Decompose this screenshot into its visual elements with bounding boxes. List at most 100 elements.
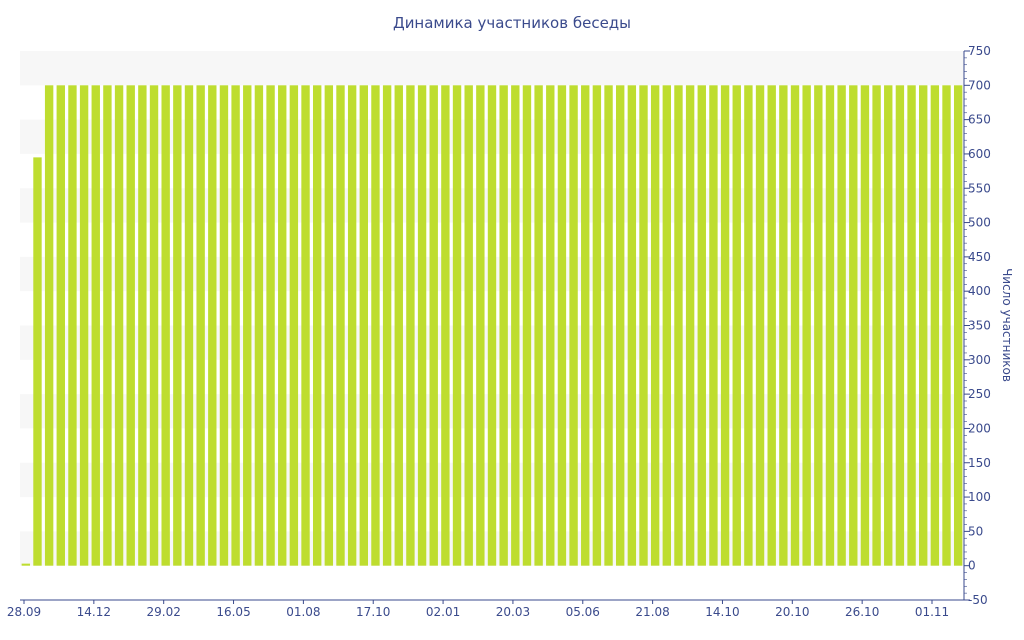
bar[interactable] — [371, 85, 380, 566]
bar[interactable] — [382, 85, 392, 566]
bar[interactable] — [149, 85, 159, 566]
y-tick-label: 0 — [968, 559, 976, 573]
bar[interactable] — [872, 85, 881, 566]
bar[interactable] — [219, 85, 229, 566]
bar[interactable] — [674, 85, 683, 566]
bar[interactable] — [662, 85, 672, 566]
x-tick-label: 02.01 — [426, 605, 460, 619]
bar[interactable] — [184, 85, 194, 566]
x-tick-label: 28.09 — [7, 605, 41, 619]
y-tick-label: 650 — [968, 113, 991, 127]
bar[interactable] — [254, 85, 264, 566]
x-tick-label: 05.06 — [566, 605, 600, 619]
bar[interactable] — [650, 85, 660, 566]
bar[interactable] — [849, 85, 858, 566]
bar[interactable] — [79, 85, 89, 566]
bar[interactable] — [278, 85, 287, 566]
bar[interactable] — [161, 85, 170, 566]
bar[interactable] — [324, 85, 334, 566]
bar[interactable] — [919, 85, 928, 566]
bar[interactable] — [138, 85, 147, 566]
bar[interactable] — [91, 85, 100, 566]
bar[interactable] — [546, 85, 555, 566]
y-tick-label: 150 — [968, 456, 991, 470]
bar[interactable] — [627, 85, 637, 566]
bar[interactable] — [441, 85, 450, 566]
bar[interactable] — [522, 85, 532, 566]
bar[interactable] — [744, 85, 753, 566]
bar[interactable] — [499, 85, 508, 566]
bar[interactable] — [126, 85, 135, 566]
bar[interactable] — [953, 85, 963, 566]
bar[interactable] — [779, 85, 788, 566]
bar[interactable] — [173, 85, 182, 566]
bar[interactable] — [359, 85, 368, 566]
y-ticks-group: 7507006506005505004504003503002502001501… — [964, 44, 991, 607]
bar[interactable] — [406, 85, 415, 566]
bar[interactable] — [511, 85, 520, 566]
bar[interactable] — [557, 85, 567, 566]
bar[interactable] — [487, 85, 497, 566]
bar[interactable] — [639, 85, 648, 566]
bar[interactable] — [394, 85, 403, 566]
bar[interactable] — [685, 85, 695, 566]
bar[interactable] — [429, 85, 438, 566]
bar[interactable] — [114, 85, 124, 566]
y-tick-label: 250 — [968, 387, 991, 401]
bar[interactable] — [837, 85, 846, 566]
bar[interactable] — [884, 85, 893, 566]
bar[interactable] — [814, 85, 823, 566]
bar[interactable] — [21, 563, 31, 566]
bar[interactable] — [907, 85, 916, 566]
bar[interactable] — [103, 85, 112, 566]
bar[interactable] — [301, 85, 310, 566]
bar[interactable] — [720, 85, 730, 566]
x-tick-label: 29.02 — [147, 605, 181, 619]
bar[interactable] — [464, 85, 473, 566]
y-tick-label: 500 — [968, 216, 991, 230]
bar[interactable] — [336, 85, 345, 566]
bar[interactable] — [604, 85, 613, 566]
y-tick-label: 450 — [968, 250, 991, 264]
bar[interactable] — [33, 157, 42, 566]
bar[interactable] — [767, 85, 776, 566]
bar[interactable] — [709, 85, 718, 566]
x-ticks-group: 28.09 14.12 29.02 16.05 01.08 17.10 02.01 20.03… — [7, 600, 949, 619]
bar[interactable] — [266, 85, 275, 566]
bar[interactable] — [569, 85, 578, 566]
bar[interactable] — [616, 85, 625, 566]
bar[interactable] — [860, 85, 870, 566]
bar[interactable] — [930, 85, 940, 566]
bar[interactable] — [732, 85, 741, 566]
bar[interactable] — [790, 85, 800, 566]
x-tick-label: 20.03 — [496, 605, 530, 619]
x-tick-label: 21.08 — [635, 605, 669, 619]
bar[interactable] — [592, 85, 602, 566]
bar[interactable] — [289, 85, 299, 566]
y-axis-title: Число участников — [1000, 268, 1014, 382]
bar[interactable] — [196, 85, 205, 566]
bar[interactable] — [534, 85, 543, 566]
x-tick-label: 01.08 — [286, 605, 320, 619]
bar[interactable] — [755, 85, 765, 566]
bar[interactable] — [56, 85, 65, 566]
bar[interactable] — [942, 85, 951, 566]
bar[interactable] — [44, 85, 54, 566]
bars-group — [21, 85, 963, 566]
bar[interactable] — [476, 85, 485, 566]
bar[interactable] — [231, 85, 240, 566]
bar[interactable] — [243, 85, 252, 566]
y-tick-label: 300 — [968, 353, 991, 367]
bar[interactable] — [208, 85, 217, 566]
bar[interactable] — [452, 85, 462, 566]
bar[interactable] — [417, 85, 427, 566]
bar[interactable] — [312, 85, 322, 566]
bar[interactable] — [697, 85, 706, 566]
bar[interactable] — [581, 85, 590, 566]
bar[interactable] — [802, 85, 811, 566]
bar[interactable] — [895, 85, 905, 566]
bar[interactable] — [68, 85, 77, 566]
bar[interactable] — [825, 85, 835, 566]
bar[interactable] — [347, 85, 357, 566]
